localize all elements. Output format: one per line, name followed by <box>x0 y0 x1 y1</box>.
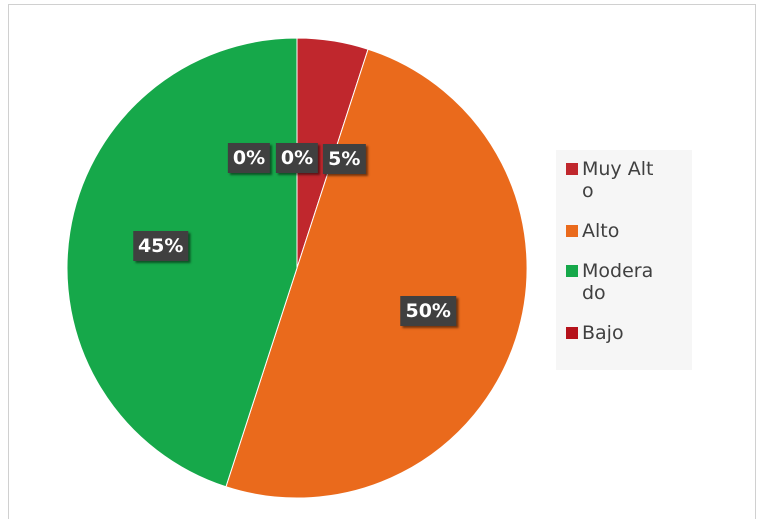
legend-swatch <box>566 163 578 175</box>
data-label: 45% <box>132 231 189 262</box>
pie-slice <box>225 48 528 499</box>
legend-item: Bajo <box>562 322 686 344</box>
legend-item: Muy Alto <box>562 158 686 202</box>
legend-swatch <box>566 327 578 339</box>
legend-swatch <box>566 265 578 277</box>
legend-label: Bajo <box>582 322 624 344</box>
data-label: 50% <box>400 295 456 326</box>
data-label: 0% <box>227 142 271 173</box>
legend-label: Alto <box>582 220 620 242</box>
legend-item: Moderado <box>562 260 686 304</box>
legend: Muy Alto Alto Moderado Bajo <box>556 150 692 370</box>
legend-item: Alto <box>562 220 686 242</box>
legend-swatch <box>566 225 578 237</box>
data-label: 5% <box>323 143 366 174</box>
data-label: 0% <box>275 142 319 173</box>
legend-label: Muy Alto <box>582 158 654 202</box>
legend-label: Moderado <box>582 260 654 304</box>
chart-frame <box>8 4 756 519</box>
